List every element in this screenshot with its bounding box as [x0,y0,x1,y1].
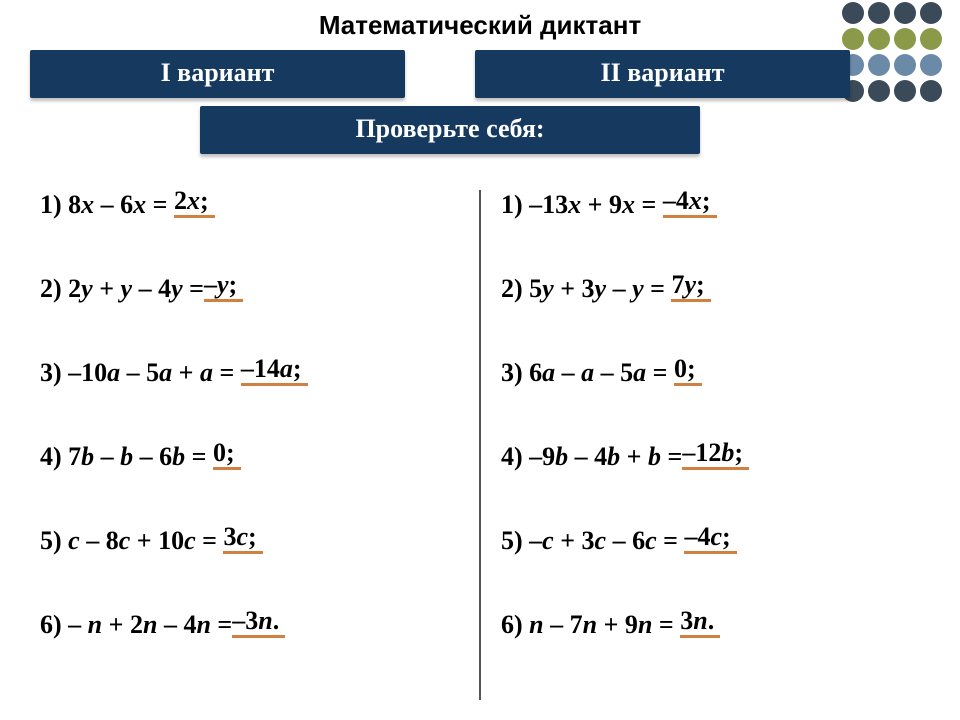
dot-icon [920,80,942,102]
expression: 1) –13x + 9x = [501,190,663,219]
answer: 0; [674,354,696,384]
answer-underline [682,467,749,470]
variant-tabs: I вариант II вариант [30,50,850,98]
answer: –12b; [682,438,743,468]
expression: 5) –c + 3c – 6c = [501,526,684,555]
dot-icon [868,54,890,76]
dot-icon [868,28,890,50]
expression: 6) n – 7n + 9n = [501,610,680,639]
answer: 3c; [223,522,256,552]
dot-icon [894,80,916,102]
answer-underline [663,215,717,218]
equation-row: 2) 2y + y – 4y =–y; [40,274,459,358]
answer: –4c; [684,522,730,552]
equation-row: 6) n – 7n + 9n = 3n. [501,610,920,694]
equation-row: 1) –13x + 9x = –4x; [501,190,920,274]
answer-underline [213,467,241,470]
answer-underline [671,299,710,302]
dot-icon [920,2,942,24]
expression: 2) 5y + 3y – y = [501,274,671,303]
dot-icon [868,80,890,102]
column-variant-1: 1) 8x – 6x = 2x;2) 2y + y – 4y =–y;3) –1… [40,190,459,700]
answer: –3n. [232,606,279,636]
equation-row: 5) –c + 3c – 6c = –4c; [501,526,920,610]
dot-icon [894,28,916,50]
answer-underline [232,635,285,638]
answer-underline [680,635,720,638]
dot-icon [920,54,942,76]
equation-row: 5) c – 8c + 10c = 3c; [40,526,459,610]
dot-icon [842,28,864,50]
expression: 4) –9b – 4b + b = [501,442,682,471]
equation-row: 2) 5y + 3y – y = 7y; [501,274,920,358]
tab-variant-2: II вариант [475,50,850,98]
answer-underline [674,383,702,386]
equation-row: 4) 7b – b – 6b = 0; [40,442,459,526]
equation-row: 3) –10a – 5a + a = –14a; [40,358,459,442]
dot-icon [920,28,942,50]
expression: 2) 2y + y – 4y = [40,274,204,303]
equation-row: 4) –9b – 4b + b =–12b; [501,442,920,526]
expression: 6) – n + 2n – 4n = [40,610,232,639]
answer-underline [241,383,308,386]
answer: 7y; [671,270,704,300]
check-banner: Проверьте себя: [200,106,700,154]
answer-underline [204,299,243,302]
answer: 3n. [680,606,714,636]
corner-dots [842,2,942,102]
content-columns: 1) 8x – 6x = 2x;2) 2y + y – 4y =–y;3) –1… [40,190,920,700]
expression: 4) 7b – b – 6b = [40,442,213,471]
page-title: Математический диктант [0,10,960,41]
dot-icon [894,54,916,76]
equation-row: 1) 8x – 6x = 2x; [40,190,459,274]
answer: 0; [213,438,235,468]
answer-underline [223,551,262,554]
expression: 3) –10a – 5a + a = [40,358,241,387]
answer: 2x; [174,186,209,216]
answer-underline [174,215,215,218]
answer-underline [684,551,736,554]
expression: 3) 6a – a – 5a = [501,358,674,387]
dot-icon [894,2,916,24]
tab-variant-1: I вариант [30,50,405,98]
expression: 1) 8x – 6x = [40,190,174,219]
equation-row: 3) 6a – a – 5a = 0; [501,358,920,442]
column-divider [479,190,481,700]
equation-row: 6) – n + 2n – 4n =–3n. [40,610,459,694]
column-variant-2: 1) –13x + 9x = –4x;2) 5y + 3y – y = 7y;3… [501,190,920,700]
answer: –4x; [663,186,711,216]
expression: 5) c – 8c + 10c = [40,526,223,555]
answer: –y; [204,270,237,300]
dot-icon [842,2,864,24]
dot-icon [868,2,890,24]
answer: –14a; [241,354,302,384]
